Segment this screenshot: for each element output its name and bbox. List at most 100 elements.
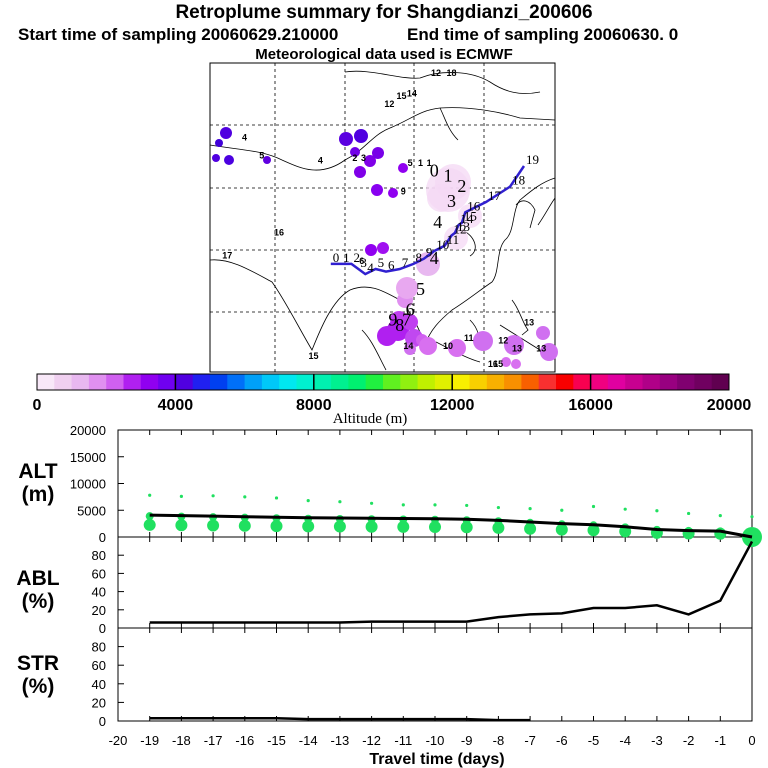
colorbar-swatch: [106, 374, 124, 390]
str-ytick-label: 20: [92, 695, 106, 710]
colorbar-swatch: [538, 374, 557, 390]
footprint-blob: [458, 204, 482, 228]
alt-scatter-dot: [270, 520, 283, 533]
colorbar-swatch: [383, 374, 401, 390]
plume-day-label: 8: [395, 315, 404, 335]
residence-circle: [364, 155, 376, 167]
trajectory-day-label: 9: [426, 245, 433, 260]
colorbar-swatch: [313, 374, 332, 390]
abl-line: [149, 540, 754, 624]
footprint-blob: [444, 226, 468, 250]
plume-day-label: 4: [433, 212, 442, 232]
trajectory-day-label: 12: [454, 222, 467, 237]
start-time-label: Start time of sampling 20060629.210000: [18, 25, 339, 44]
x-tick-label: -14: [299, 733, 318, 748]
alt-scatter-dot: [338, 500, 342, 504]
map-small-label: 6: [359, 256, 364, 266]
alt-ytick-label: 20000: [70, 423, 106, 438]
residence-circle: [501, 357, 511, 367]
residence-circle: [536, 326, 550, 340]
alt-scatter-dot: [429, 520, 441, 533]
colorbar-swatch: [261, 374, 280, 390]
str-axis-title: STR: [17, 652, 59, 675]
colorbar-swatch: [556, 374, 574, 390]
x-tick-label: -3: [651, 733, 663, 748]
colorbar-swatch: [590, 374, 609, 390]
colorbar-swatch: [434, 374, 453, 390]
residence-circle: [354, 129, 368, 143]
colorbar-swatch: [659, 374, 678, 390]
alt-scatter-dot: [623, 507, 627, 511]
x-axis-title: Travel time (days): [369, 751, 504, 768]
trajectory-day-label: 18: [512, 173, 525, 188]
plume-day-label: 6: [406, 299, 415, 319]
end-time-label: End time of sampling 20060630. 0: [407, 25, 679, 44]
alt-scatter-dot: [433, 503, 437, 507]
colorbar-swatch: [607, 374, 626, 390]
abl-ytick-label: 60: [92, 566, 106, 581]
x-tick-label: -16: [235, 733, 254, 748]
map-small-label: 15: [493, 359, 503, 369]
plume-day-label: 9: [388, 310, 397, 330]
residence-circle: [263, 156, 271, 164]
map-small-label: 15: [396, 91, 406, 101]
x-tick-label: -20: [109, 733, 128, 748]
coastline: [361, 329, 387, 371]
alt-scatter-dot: [524, 522, 537, 535]
colorbar-swatch: [469, 374, 488, 390]
coastline: [515, 200, 536, 229]
map-small-label: 14: [403, 341, 413, 351]
colorbar-swatch: [123, 374, 142, 390]
alt-ytick-label: 0: [99, 530, 106, 545]
colorbar-tick-label: 8000: [296, 397, 332, 414]
x-tick-label: -13: [331, 733, 350, 748]
map-small-label: 4: [242, 132, 247, 142]
colorbar-swatch: [54, 374, 72, 390]
residence-circle: [354, 166, 366, 178]
str-panel-frame: [117, 627, 753, 722]
alt-scatter-dot: [365, 520, 378, 533]
abl-ytick-label: 80: [92, 548, 106, 563]
alt-scatter-dot: [560, 508, 564, 512]
abl-ytick-label: 20: [92, 603, 106, 618]
alt-ytick-label: 10000: [70, 477, 106, 492]
coastline: [344, 70, 541, 94]
plume-day-label: 3: [447, 191, 456, 211]
alt-scatter-dot: [555, 523, 568, 536]
residence-circle: [371, 184, 383, 196]
x-tick-label: -7: [524, 733, 536, 748]
coastline: [537, 197, 556, 226]
map-small-label: 13: [524, 318, 534, 328]
colorbar-swatch: [140, 374, 159, 390]
colorbar-swatch: [711, 374, 730, 390]
alt-ytick-label: 15000: [70, 450, 106, 465]
map-small-label: 13: [536, 343, 546, 353]
alt-axis-title: ALT: [18, 460, 57, 483]
plume-day-label: 7: [402, 310, 411, 330]
map-small-label: 16: [274, 228, 284, 238]
residence-circle: [215, 139, 223, 147]
map-small-label: 14: [407, 88, 417, 98]
colorbar-swatch: [279, 374, 297, 390]
coastline: [209, 259, 401, 351]
trajectory-day-label: 5: [378, 255, 385, 270]
residence-circle: [540, 343, 558, 361]
colorbar-swatch: [348, 374, 367, 390]
colorbar-swatch: [486, 374, 505, 390]
map-small-label: 1: [418, 158, 423, 168]
colorbar-swatch: [365, 374, 384, 390]
alt-scatter-dot: [207, 519, 220, 532]
colorbar-swatch: [37, 374, 55, 390]
colorbar-swatch: [417, 374, 436, 390]
colorbar-swatch: [192, 374, 211, 390]
alt-scatter-dot: [587, 524, 600, 537]
map-small-label: 5: [259, 150, 264, 160]
colorbar-swatch: [521, 374, 540, 390]
residence-circle: [350, 147, 360, 157]
trajectory-day-label: 19: [526, 152, 539, 167]
colorbar-swatch: [694, 374, 713, 390]
trajectory-day-label: 4: [367, 260, 374, 275]
map-small-label: 1: [427, 158, 432, 168]
x-tick-label: -11: [394, 733, 412, 748]
